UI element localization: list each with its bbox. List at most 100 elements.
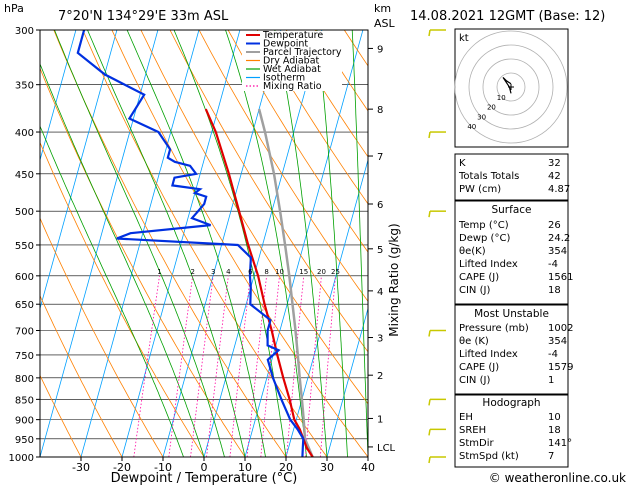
dry-adiabat <box>40 217 164 457</box>
km-tick-label: 5 <box>377 245 383 256</box>
dry-adiabat <box>169 30 368 353</box>
wind-barb-flag <box>428 456 431 464</box>
mixing-ratio-line <box>305 275 322 457</box>
surface-row-label: Dewp (°C) <box>459 233 510 244</box>
surface-row-value: -4 <box>548 259 558 270</box>
legend-entry: Parcel Trajectory <box>263 47 342 58</box>
surface-row-value: 24.2 <box>548 233 570 244</box>
isotherm <box>40 30 77 162</box>
pressure-tick-label: 500 <box>15 207 34 218</box>
pressure-tick-label: 700 <box>15 327 34 338</box>
pressure-tick-label: 350 <box>15 81 34 92</box>
isotherm <box>203 30 323 457</box>
pressure-tick-label: 450 <box>15 170 34 181</box>
hodograph-stats-box <box>454 394 569 468</box>
wet-adiabat <box>316 30 348 457</box>
pressure-tick-label: 750 <box>15 351 34 362</box>
index-row-value: 4.87 <box>548 184 570 195</box>
wind-barbs <box>428 29 446 464</box>
isotherm <box>244 30 364 457</box>
wet-adiabat <box>87 30 246 457</box>
surface-row-label: CAPE (J) <box>459 272 499 283</box>
wet-adiabat <box>40 124 184 457</box>
mixing-ratio-label: 15 <box>299 268 308 276</box>
hodograph-ring <box>468 44 554 130</box>
wind-barb-flag <box>428 29 431 37</box>
pressure-tick-label: 950 <box>15 435 34 446</box>
km-tick-label: 7 <box>377 152 383 163</box>
surface-box <box>454 200 569 305</box>
wet-adiabat <box>40 62 205 457</box>
dry-adiabat <box>285 30 368 158</box>
most-unstable-row-label: CAPE (J) <box>459 362 499 373</box>
mixing-ratio-label: 10 <box>275 268 284 276</box>
hodograph-stats-row-value: 10 <box>548 412 561 423</box>
dry-adiabat <box>53 30 287 457</box>
km-tick-label: 2 <box>377 371 383 382</box>
mixing-ratio-line <box>190 275 214 457</box>
mixing-ratio-line <box>319 275 336 457</box>
km-tick-label: 6 <box>377 200 383 211</box>
mixing-ratio-line <box>286 275 305 457</box>
skewt-plot-area <box>40 30 368 457</box>
hodograph-stats-row-label: StmDir <box>459 438 494 449</box>
legend-entry: Isotherm <box>263 73 305 84</box>
mixing-ratio-label: 2 <box>190 268 194 276</box>
hodograph-stats-row-value: 7 <box>548 451 554 462</box>
legend-entry: Mixing Ratio <box>263 81 322 92</box>
hodograph-trace <box>502 76 512 94</box>
hodograph-ring-label: 40 <box>467 123 476 131</box>
surface-row-label: Lifted Index <box>459 259 518 270</box>
temp-tick-label: 20 <box>279 461 293 474</box>
surface-row-value: 18 <box>548 285 561 296</box>
isotherm <box>80 30 200 457</box>
hodograph-stats-row-label: EH <box>459 412 473 423</box>
most-unstable-row-value: -4 <box>548 349 558 360</box>
dry-adiabat <box>40 67 246 457</box>
mixing-ratio-line <box>206 275 229 457</box>
surface-row-value: 354 <box>548 246 567 257</box>
dry-adiabat <box>256 30 368 205</box>
dewpoint-line <box>76 30 305 457</box>
most-unstable-row-value: 1579 <box>548 362 573 373</box>
hodograph-unit-label: kt <box>459 33 469 44</box>
dry-adiabat <box>40 374 82 457</box>
pressure-tick-label: 900 <box>15 416 34 427</box>
most-unstable-row-label: Lifted Index <box>459 349 518 360</box>
surface-row-value: 26 <box>548 220 561 231</box>
most-unstable-title: Most Unstable <box>474 308 549 320</box>
mixing-ratio-label: 3 <box>211 268 215 276</box>
dry-adiabat <box>40 294 123 457</box>
dry-adiabat <box>227 30 368 253</box>
pressure-tick-label: 300 <box>15 26 34 37</box>
hodograph-ring-label: 30 <box>477 113 486 121</box>
hodograph-stats-row-value: 141° <box>548 438 572 449</box>
isotherm <box>285 158 368 457</box>
wet-adiabat <box>225 30 307 457</box>
mixing-ratio-label: 4 <box>226 268 231 276</box>
dry-adiabat <box>140 30 368 405</box>
x-axis-label: Dewpoint / Temperature (°C) <box>111 471 298 486</box>
mixing-ratio-line <box>229 275 251 457</box>
legend-entry: Wet Adiabat <box>263 64 321 75</box>
hodograph-stats-row-label: StmSpd (kt) <box>459 451 519 462</box>
wind-barb-flag <box>428 330 431 337</box>
km-tick-label: 4 <box>377 287 383 298</box>
hodograph-stats-row-label: SREH <box>459 425 486 436</box>
index-row-label: PW (cm) <box>459 184 501 195</box>
legend-entry: Temperature <box>262 30 323 41</box>
dry-adiabat <box>40 141 205 457</box>
isotherm <box>40 30 118 311</box>
mixing-ratio-line <box>168 275 194 457</box>
most-unstable-box <box>454 304 569 395</box>
pressure-tick-label: 800 <box>15 374 34 385</box>
pressure-tick-label: 850 <box>15 395 34 406</box>
km-unit-label: km <box>374 2 391 15</box>
temp-tick-label: 30 <box>320 461 334 474</box>
legend-entry: Dry Adiabat <box>263 56 320 67</box>
wind-barb-flag <box>428 131 431 139</box>
dry-adiabat <box>198 30 368 302</box>
